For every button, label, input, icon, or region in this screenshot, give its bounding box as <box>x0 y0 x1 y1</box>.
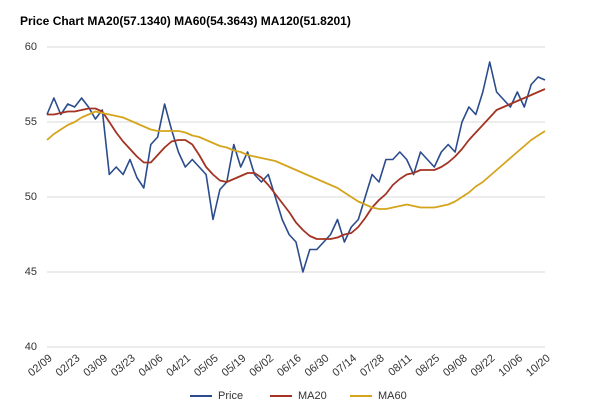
legend-label: MA60 <box>378 390 407 402</box>
x-tick-label: 06/30 <box>303 352 332 379</box>
x-tick-label: 10/06 <box>496 352 525 379</box>
legend-label: MA20 <box>298 390 327 402</box>
y-tick-label: 50 <box>25 191 37 203</box>
x-tick-label: 07/14 <box>330 352 359 379</box>
x-tick-label: 04/06 <box>137 352 166 379</box>
x-tick-label: 08/25 <box>413 352 442 379</box>
x-tick-label: 08/11 <box>386 352 414 378</box>
x-tick-label: 07/28 <box>358 352 387 379</box>
y-tick-label: 45 <box>25 266 37 278</box>
x-tick-label: 04/21 <box>164 352 193 379</box>
x-tick-label: 05/19 <box>220 352 249 379</box>
x-tick-label: 03/23 <box>109 352 138 379</box>
y-tick-label: 55 <box>25 116 37 128</box>
x-tick-label: 05/05 <box>192 352 221 379</box>
x-tick-label: 09/08 <box>441 352 470 379</box>
x-tick-label: 06/02 <box>247 352 276 379</box>
x-tick-label: 02/23 <box>54 352 83 379</box>
x-tick-label: 02/09 <box>26 352 55 379</box>
series-line <box>46 110 546 210</box>
x-tick-label: 09/22 <box>469 352 498 379</box>
legend-label: Price <box>218 390 243 402</box>
series-line <box>47 88 546 240</box>
y-tick-label: 40 <box>25 341 37 353</box>
series-line <box>46 61 546 273</box>
chart-title: Price Chart MA20(57.1340) MA60(54.3643) … <box>20 14 351 28</box>
x-tick-label: 03/09 <box>81 352 110 379</box>
x-tick-label: 10/20 <box>524 352 553 379</box>
y-tick-label: 60 <box>25 41 37 53</box>
x-tick-label: 06/16 <box>275 352 304 379</box>
